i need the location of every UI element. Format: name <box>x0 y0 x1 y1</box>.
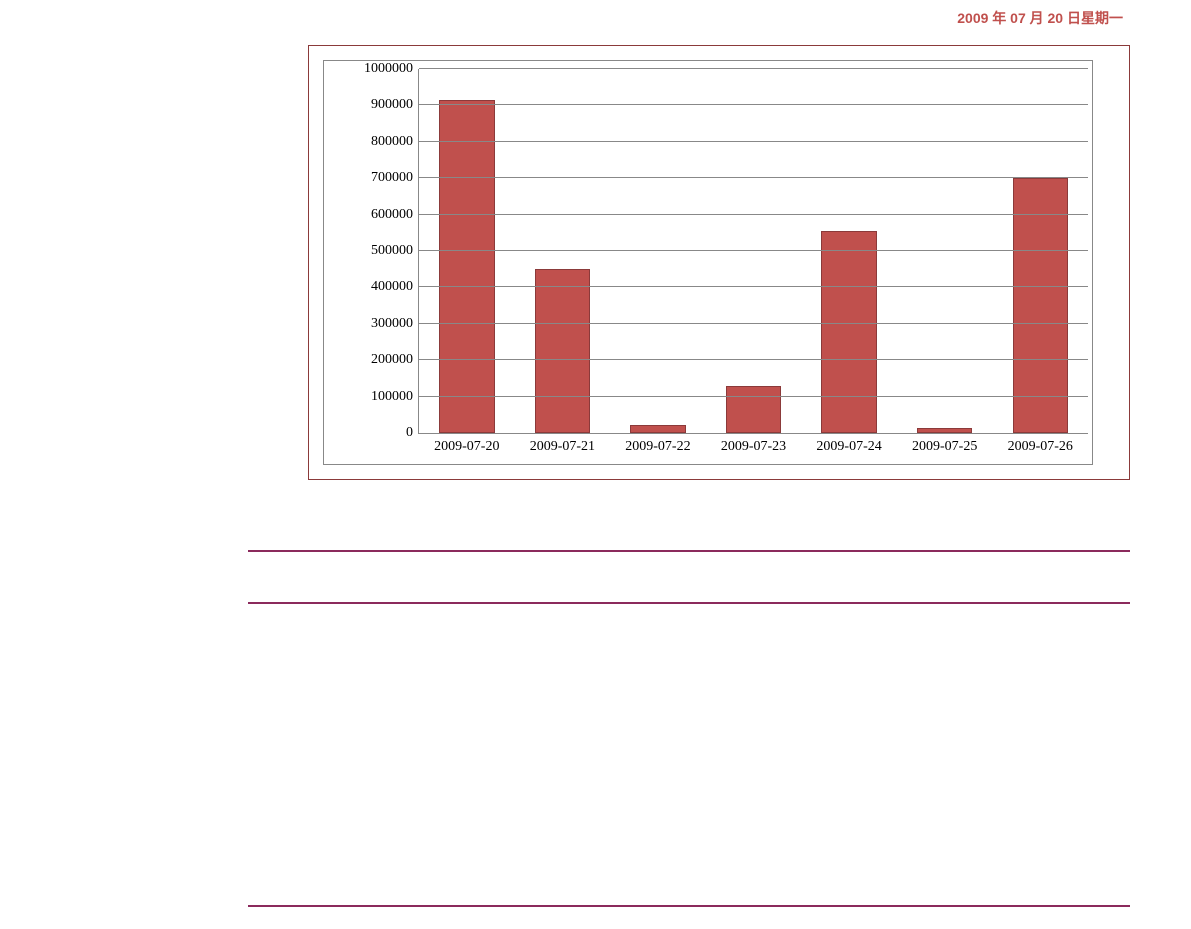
bar <box>535 269 590 433</box>
gridline <box>419 396 1088 397</box>
section-divider <box>248 602 1130 604</box>
xtick-label: 2009-07-26 <box>1008 439 1073 455</box>
bar <box>821 231 876 433</box>
gridline <box>419 323 1088 324</box>
ytick-label: 300000 <box>371 316 413 332</box>
section-divider <box>248 550 1130 552</box>
bar-slot: 2009-07-23 <box>706 69 802 433</box>
xtick-label: 2009-07-24 <box>816 439 881 455</box>
gridline <box>419 104 1088 105</box>
gridline <box>419 141 1088 142</box>
bar-slot: 2009-07-26 <box>992 69 1088 433</box>
bar-slot: 2009-07-20 <box>419 69 515 433</box>
section-divider <box>248 905 1130 907</box>
bar <box>726 386 781 433</box>
chart-panel: 2009-07-202009-07-212009-07-222009-07-23… <box>308 45 1130 480</box>
chart-inner: 2009-07-202009-07-212009-07-222009-07-23… <box>323 60 1093 465</box>
plot-area: 2009-07-202009-07-212009-07-222009-07-23… <box>418 69 1088 434</box>
gridline <box>419 286 1088 287</box>
gridline <box>419 214 1088 215</box>
ytick-label: 500000 <box>371 243 413 259</box>
xtick-label: 2009-07-22 <box>625 439 690 455</box>
bar <box>439 100 494 433</box>
ytick-label: 100000 <box>371 389 413 405</box>
bars-container: 2009-07-202009-07-212009-07-222009-07-23… <box>419 69 1088 433</box>
ytick-label: 1000000 <box>364 61 413 77</box>
bar-slot: 2009-07-21 <box>515 69 611 433</box>
bar <box>917 428 972 433</box>
ytick-label: 800000 <box>371 134 413 150</box>
xtick-label: 2009-07-25 <box>912 439 977 455</box>
ytick-label: 200000 <box>371 352 413 368</box>
xtick-label: 2009-07-21 <box>530 439 595 455</box>
ytick-label: 600000 <box>371 207 413 223</box>
date-header: 2009 年 07 月 20 日星期一 <box>957 8 1123 28</box>
bar-slot: 2009-07-25 <box>897 69 993 433</box>
gridline <box>419 68 1088 69</box>
gridline <box>419 177 1088 178</box>
bar-slot: 2009-07-24 <box>801 69 897 433</box>
ytick-label: 900000 <box>371 97 413 113</box>
bar-slot: 2009-07-22 <box>610 69 706 433</box>
bar <box>630 425 685 433</box>
ytick-label: 0 <box>406 425 413 441</box>
ytick-label: 700000 <box>371 170 413 186</box>
xtick-label: 2009-07-20 <box>434 439 499 455</box>
gridline <box>419 359 1088 360</box>
xtick-label: 2009-07-23 <box>721 439 786 455</box>
gridline <box>419 250 1088 251</box>
ytick-label: 400000 <box>371 279 413 295</box>
